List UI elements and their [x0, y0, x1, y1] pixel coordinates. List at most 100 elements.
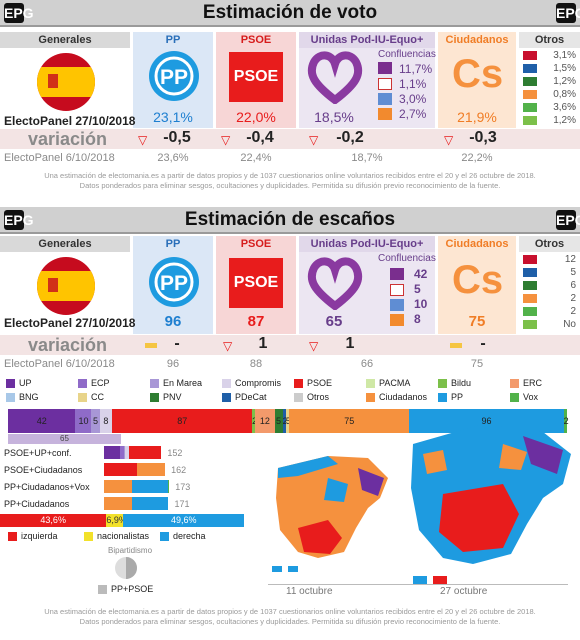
coalition-label: PSOE+UP+conf.: [4, 448, 72, 458]
bipart-legend: PP+PSOE: [98, 584, 153, 594]
party-logo-icon: [523, 320, 537, 329]
conf-val-4: 2,7%: [399, 107, 427, 121]
seat-segment: 2: [563, 409, 569, 433]
col-psoe: PSOE: [216, 32, 296, 48]
down-arrow-icon: ▽: [223, 339, 233, 353]
parliament-legend: UP ECP En Marea Compromis PSOE PACMA Bildu ERC B…: [6, 378, 576, 406]
coalition-segment: [128, 446, 162, 459]
down-arrow-icon: ▽: [444, 133, 454, 147]
vote-title: Estimación de voto: [202, 2, 378, 23]
conf-val-2: 1,1%: [399, 77, 427, 91]
equal-icon: [450, 343, 462, 348]
other-party-row: 3,1%: [519, 49, 580, 62]
map-11-octubre: [268, 448, 408, 585]
seat-segment: 10: [75, 409, 92, 433]
other-party-value: No: [563, 319, 576, 330]
seats-psoe-prev: 88: [249, 358, 263, 370]
other-party-row: 3,6%: [519, 101, 580, 114]
legend-item: En Marea: [150, 378, 202, 388]
seats-conf-3: 10: [414, 297, 428, 311]
seats-conf-1: 42: [414, 267, 428, 281]
other-party-row: 5: [519, 266, 580, 279]
coalition-segment: [104, 497, 133, 510]
coalition-label: PSOE+Ciudadanos: [4, 465, 83, 475]
other-party-row: 2: [519, 305, 580, 318]
coalition-label: PP+Ciudadanos+Vox: [4, 482, 90, 492]
ideology-segment: 6,9%: [106, 514, 127, 527]
down-arrow-icon: ▽: [309, 133, 319, 147]
other-party-value: 5: [570, 267, 576, 278]
vote-pp-prev: 23,6%: [157, 152, 189, 164]
vote-note-1: Una estimación de electomania.es a parti…: [44, 171, 536, 180]
spain-flag-icon: [36, 256, 96, 321]
vote-psoe-prev: 22,4%: [240, 152, 272, 164]
coalition-segment: [123, 446, 126, 459]
coalition-segment: [136, 463, 166, 476]
coalition-segment: [104, 463, 137, 476]
legend-item: PACMA: [366, 378, 410, 388]
legend-item: Ciudadanos: [366, 392, 427, 402]
coalition-value: 162: [171, 465, 187, 475]
seats-up-var: 1: [345, 335, 355, 352]
vote-pp-var: -0,5: [163, 129, 191, 146]
seat-segment: 75: [289, 409, 410, 433]
marea-conf-icon: [390, 299, 404, 311]
seats-stacked-bar: 4210588721252575962: [8, 409, 570, 433]
party-logo-icon: [523, 268, 537, 277]
other-party-row: No: [519, 318, 580, 331]
seats-title: Estimación de escaños: [184, 209, 396, 230]
party-logo-icon: [523, 255, 537, 264]
cs-logo-icon: Cs: [452, 258, 504, 302]
vote-panel-label: ElectoPanel 27/10/2018: [4, 114, 136, 128]
vote-header: EPG Estimación de voto EPG: [0, 0, 580, 27]
ideology-bar: 43,6% 6,9% 49,6%: [0, 514, 245, 527]
bipart-pie: [114, 556, 138, 585]
coalition-segment: [168, 480, 170, 493]
conf-val-1: 11,7%: [399, 62, 433, 76]
other-party-row: 2: [519, 292, 580, 305]
col-up: Unidas Pod-IU-Equo+: [299, 236, 435, 252]
col-generales: Generales: [0, 32, 130, 48]
coalition-label: PP+Ciudadanos: [4, 499, 70, 509]
other-party-row: 1,2%: [519, 75, 580, 88]
seats-note-2: Datos ponderados para eliminar sesgos, o…: [79, 617, 501, 626]
seats-psoe-val: 87: [247, 313, 265, 330]
legend-item: UP: [6, 378, 32, 388]
ideology-legend-item: nacionalistas: [84, 531, 149, 541]
party-logo-icon: [523, 116, 537, 125]
party-logo-icon: [523, 51, 537, 60]
other-party-value: 6: [570, 280, 576, 291]
coalition-segment: [104, 446, 120, 459]
other-party-row: 1,5%: [519, 62, 580, 75]
other-party-value: 1,5%: [553, 63, 576, 74]
vote-up-pct: 18,5%: [314, 109, 354, 125]
legend-item: PNV: [150, 392, 182, 402]
cs-logo-icon: Cs: [452, 52, 504, 96]
seat-segment: 2: [252, 409, 257, 433]
vote-variation-label: variación: [28, 129, 108, 149]
legend-item: Compromis: [222, 378, 281, 388]
seat-segment: 5: [285, 409, 291, 433]
legend-item: PDeCat: [222, 392, 267, 402]
legend-item: BNG: [6, 392, 39, 402]
seats-conf-2: 5: [414, 282, 421, 296]
seats-psoe-var: 1: [258, 335, 268, 352]
col-psoe: PSOE: [216, 236, 296, 252]
other-party-value: 2: [570, 293, 576, 304]
legend-item: Otros: [294, 392, 329, 402]
map-label-2: 27 octubre: [440, 586, 488, 597]
other-party-value: 12: [564, 254, 576, 265]
vote-note-2: Datos ponderados para eliminar sesgos, o…: [79, 181, 501, 190]
other-party-value: 2: [570, 306, 576, 317]
col-pp: PP: [133, 236, 213, 252]
ecp-conf-icon: [378, 78, 392, 90]
compromis-conf-icon: [390, 314, 404, 326]
seats-up-val: 65: [325, 313, 343, 330]
ecp-conf-icon: [390, 284, 404, 296]
col-generales: Generales: [0, 236, 130, 252]
seats-conf-label: Confluencias: [378, 253, 436, 264]
legend-item: ERC: [510, 378, 542, 388]
epg-logo-right: EPG: [556, 3, 580, 23]
map-label-1: 11 octubre: [286, 586, 333, 597]
seat-segment: 5: [91, 409, 100, 433]
